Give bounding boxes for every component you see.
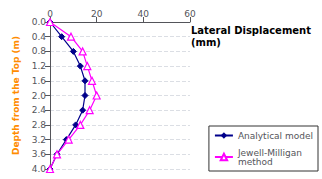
svg-text:0.4: 0.4: [32, 32, 47, 42]
svg-text:0.8: 0.8: [32, 46, 47, 56]
svg-text:Lateral Displacement: Lateral Displacement: [191, 25, 311, 36]
svg-text:4.0: 4.0: [32, 164, 47, 174]
svg-text:method: method: [238, 157, 273, 167]
svg-text:1.6: 1.6: [32, 76, 47, 86]
svg-text:1.2: 1.2: [32, 61, 46, 71]
svg-text:Analytical model: Analytical model: [238, 131, 313, 141]
svg-text:0.0: 0.0: [32, 17, 47, 27]
svg-text:Jewell-Milligan: Jewell-Milligan: [237, 147, 302, 158]
svg-text:3.2: 3.2: [32, 135, 46, 145]
svg-text:2.8: 2.8: [32, 120, 47, 130]
svg-text:40: 40: [138, 9, 150, 19]
svg-text:20: 20: [91, 9, 103, 19]
svg-text:0: 0: [47, 9, 53, 19]
svg-text:2.0: 2.0: [32, 91, 47, 101]
svg-text:2.4: 2.4: [32, 105, 47, 115]
svg-text:(mm): (mm): [191, 37, 221, 48]
svg-text:Depth from the Top (m): Depth from the Top (m): [11, 36, 21, 155]
svg-text:3.6: 3.6: [32, 149, 47, 159]
svg-text:60: 60: [184, 9, 196, 19]
